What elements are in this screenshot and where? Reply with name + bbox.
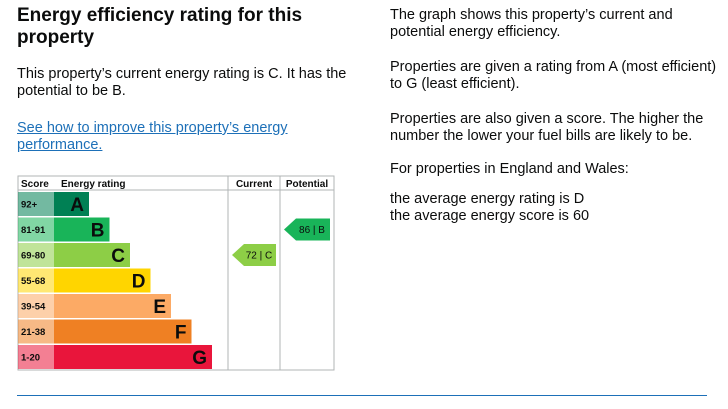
info-region-text: For properties in England and Wales: xyxy=(390,161,629,177)
score-range-b: 81-91 xyxy=(21,225,46,236)
rating-letter-e: E xyxy=(153,297,166,318)
score-cell-g xyxy=(18,345,54,369)
potential-rating-arrow xyxy=(284,218,330,241)
score-range-f: 21-38 xyxy=(21,327,45,338)
info-graph-text: The graph shows this property’s current … xyxy=(390,7,673,40)
score-cell-e xyxy=(18,294,54,318)
summary-section: Energy efficiency rating for this proper… xyxy=(17,5,357,154)
current-rating-label: 72 | C xyxy=(246,251,273,262)
rating-bar-f xyxy=(54,319,192,344)
average-score-text: the average energy score is 60 xyxy=(390,208,590,224)
page-title: Energy efficiency rating for this proper… xyxy=(17,5,303,48)
score-range-e: 39-54 xyxy=(21,302,46,313)
rating-bar-d xyxy=(54,268,151,293)
score-cell-d xyxy=(18,268,54,293)
header-potential: Potential xyxy=(286,179,328,190)
rating-letter-a: A xyxy=(70,195,84,216)
info-score-text: Properties are also given a score. The h… xyxy=(390,111,704,144)
score-cell-f xyxy=(18,319,54,344)
score-range-g: 1-20 xyxy=(21,353,40,364)
rating-letter-b: B xyxy=(91,221,105,242)
rating-letter-d: D xyxy=(132,272,146,293)
score-cell-c xyxy=(18,243,54,267)
score-cell-a xyxy=(18,192,54,216)
potential-rating-label: 86 | B xyxy=(299,225,325,236)
current-rating-arrow xyxy=(232,244,276,266)
energy-rating-chart: Score Energy rating Current Potential 92+ A 81… xyxy=(17,175,335,371)
header-energy-rating: Energy rating xyxy=(61,179,125,190)
rating-letter-c: C xyxy=(111,246,125,267)
header-score: Score xyxy=(21,179,49,190)
rating-bar-e xyxy=(54,294,171,318)
rating-letter-f: F xyxy=(175,323,187,344)
header-current: Current xyxy=(236,179,273,190)
rating-bar-c xyxy=(54,243,130,267)
score-range-a: 92+ xyxy=(21,200,38,211)
score-cell-b xyxy=(18,217,54,242)
energy-rating-graph: Score Energy rating Current Potential 92+ A 81… xyxy=(17,175,335,371)
rating-letter-g: G xyxy=(192,348,207,369)
rating-bar-b xyxy=(54,217,110,242)
info-section: The graph shows this property’s current … xyxy=(390,7,720,225)
section-divider xyxy=(17,395,707,396)
average-rating-text: the average energy rating is D xyxy=(390,191,585,207)
score-range-d: 55-68 xyxy=(21,276,45,287)
score-range-c: 69-80 xyxy=(21,251,45,262)
current-rating-text: This property’s current energy rating is… xyxy=(17,66,347,99)
improve-energy-link[interactable]: See how to improve this property’s energ… xyxy=(17,120,288,153)
info-rating-text: Properties are given a rating from A (mo… xyxy=(390,59,717,92)
rating-bar-a xyxy=(54,192,89,216)
rating-bar-g xyxy=(54,345,212,369)
